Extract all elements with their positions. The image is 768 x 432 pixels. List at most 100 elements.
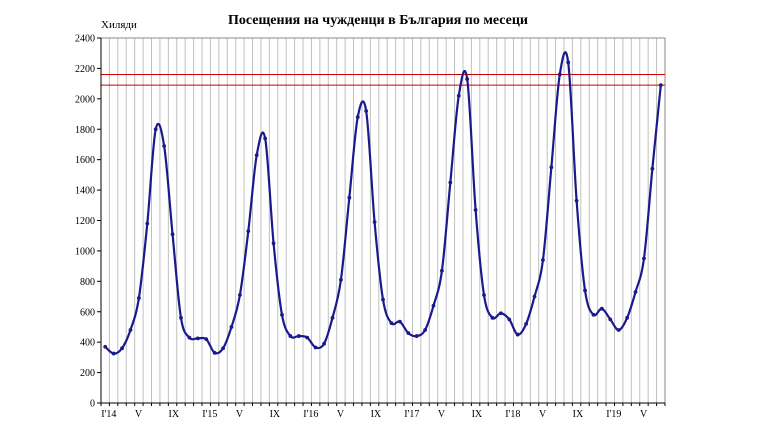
x-tick-label: I'18 [505, 409, 520, 420]
vertical-grid [108, 38, 658, 403]
data-point [397, 319, 402, 324]
x-tick-label: IX [573, 409, 584, 420]
x-tick-label: V [539, 409, 547, 420]
data-point [111, 351, 116, 356]
x-tick-label: V [640, 409, 648, 420]
data-point [423, 328, 427, 332]
y-tick-label: 2200 [75, 64, 95, 75]
x-axis: I'14 V IX I'15 V IX I'16 V IX I'17 V IX I'18 V IX I'19 V [100, 402, 666, 420]
x-tick-label: IX [472, 409, 483, 420]
x-tick-label: IX [371, 409, 382, 420]
data-point [482, 293, 486, 297]
data-point [541, 258, 545, 262]
data-point [187, 335, 192, 340]
data-point [322, 341, 326, 346]
data-point [195, 336, 200, 341]
data-point [263, 136, 268, 141]
x-tick-label: V [337, 409, 345, 420]
x-tick-label: IX [169, 409, 180, 420]
data-point [633, 290, 638, 294]
data-point [473, 207, 478, 212]
data-point [162, 144, 167, 148]
data-point [103, 344, 108, 349]
data-point [145, 221, 150, 226]
y-tick-label: 2000 [75, 94, 95, 105]
data-point [599, 306, 604, 311]
y-tick-label: 1400 [75, 186, 95, 197]
data-point [406, 331, 411, 335]
data-point [583, 288, 587, 293]
x-tick-label: I'15 [202, 409, 217, 420]
x-tick-label: V [438, 409, 446, 420]
y-tick-label: 1200 [75, 216, 95, 227]
x-tick-label: I'14 [101, 409, 116, 420]
data-point [153, 127, 158, 132]
data-point [330, 315, 335, 320]
data-point [566, 60, 571, 65]
data-point [313, 345, 318, 350]
y-tick-label: 600 [80, 307, 95, 318]
data-point [532, 294, 537, 299]
data-point [557, 72, 562, 77]
y-axis-unit-label: Хиляди [101, 19, 137, 31]
data-point [608, 317, 613, 322]
data-point [271, 241, 276, 246]
data-point [372, 220, 377, 224]
data-point [136, 296, 141, 300]
data-point [498, 311, 503, 316]
data-point [381, 297, 385, 302]
data-point [204, 337, 209, 342]
data-point [414, 334, 419, 338]
data-point [305, 335, 310, 340]
data-point [128, 328, 133, 332]
y-tick-label: 0 [90, 399, 95, 410]
data-point [364, 109, 369, 113]
data-point [120, 346, 124, 351]
data-point [440, 268, 444, 273]
y-tick-label: 400 [80, 338, 95, 349]
data-point [296, 334, 301, 338]
data-point [347, 195, 352, 200]
data-point [642, 256, 646, 261]
data-point [246, 229, 251, 234]
data-point [515, 332, 520, 337]
data-point [221, 346, 225, 351]
data-point [339, 277, 343, 282]
data-point [448, 180, 453, 185]
data-point [170, 232, 175, 237]
y-tick-label: 2400 [75, 34, 95, 45]
data-point [355, 115, 360, 119]
x-tick-label: V [236, 409, 244, 420]
x-tick-label: IX [270, 409, 281, 420]
data-point [389, 321, 394, 326]
data-point [591, 312, 596, 317]
x-tick-label: I'16 [303, 409, 318, 420]
data-point [490, 315, 495, 320]
data-point [179, 315, 183, 320]
y-tick-label: 1600 [75, 155, 95, 166]
data-point [549, 165, 554, 170]
y-tick-label: 200 [80, 368, 95, 379]
data-point [524, 322, 529, 326]
x-tick-label: V [135, 409, 143, 420]
data-point [456, 93, 461, 98]
y-tick-label: 1800 [75, 125, 95, 136]
data-point [616, 328, 621, 332]
data-point [465, 77, 470, 81]
data-point [288, 334, 293, 338]
data-point [237, 293, 242, 297]
x-tick-label: I'17 [404, 409, 419, 420]
data-point [254, 153, 259, 158]
y-tick-label: 800 [80, 277, 95, 288]
series-line [104, 51, 662, 355]
data-point [625, 315, 630, 320]
data-point [650, 166, 655, 171]
data-point [507, 317, 512, 322]
data-point [229, 325, 234, 329]
x-tick-label: I'19 [606, 409, 621, 420]
y-tick-label: 1000 [75, 246, 95, 257]
y-axis: 0 200 400 600 800 1000 1200 1400 1600 1800 2000 220… [75, 34, 102, 410]
data-point [658, 83, 663, 88]
data-point [431, 303, 436, 308]
